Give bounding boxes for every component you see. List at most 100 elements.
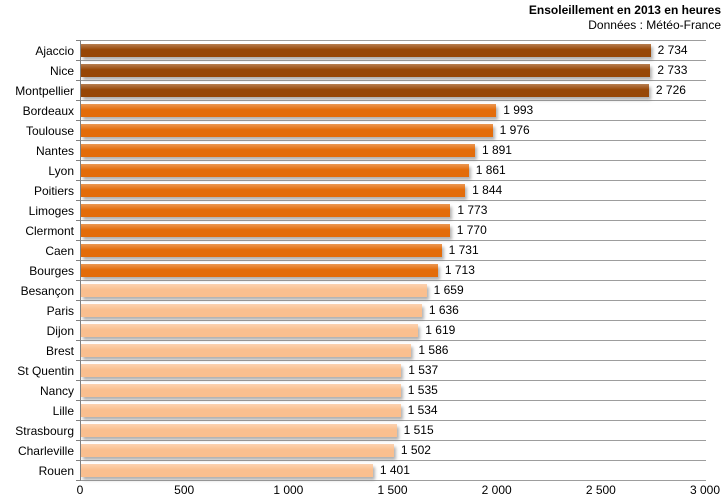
x-tick-label: 1 500: [377, 483, 408, 497]
axis-tick-mark: [76, 240, 80, 241]
category-label: Nice: [49, 64, 74, 78]
value-label: 1 586: [418, 343, 449, 357]
value-label: 1 993: [503, 103, 534, 117]
axis-tick-mark: [76, 440, 80, 441]
value-label: 1 844: [472, 183, 503, 197]
axis-tick-mark: [76, 80, 80, 81]
axis-tick-mark: [76, 360, 80, 361]
value-label: 2 734: [657, 43, 688, 57]
chart-row: 1 713: [76, 261, 706, 281]
x-tick-label: 1 000: [273, 483, 304, 497]
chart-row: 1 659: [76, 281, 706, 301]
bar-nantes: [81, 144, 475, 157]
x-tick-label: 2 000: [481, 483, 512, 497]
category-label: Strasbourg: [15, 424, 74, 438]
value-label: 1 534: [407, 403, 438, 417]
category-label: Rouen: [38, 464, 74, 478]
bar-ajaccio: [81, 44, 651, 57]
value-label: 1 659: [433, 283, 464, 297]
chart-row: 1 891: [76, 141, 706, 161]
x-tick-label: 500: [174, 483, 195, 497]
bar-toulouse: [81, 124, 493, 137]
value-label: 1 636: [428, 303, 459, 317]
value-label: 1 976: [499, 123, 530, 137]
category-label: Montpellier: [15, 84, 74, 98]
chart-row: 1 976: [76, 121, 706, 141]
chart-row: 2 726: [76, 81, 706, 101]
bar-nice: [81, 64, 651, 77]
axis-tick-mark: [76, 300, 80, 301]
bar-strasbourg: [81, 424, 397, 437]
x-tick-label: 2 500: [585, 483, 616, 497]
bar-nancy: [81, 384, 401, 397]
bar-paris: [81, 304, 422, 317]
value-label: 1 502: [400, 443, 431, 457]
category-label: Caen: [45, 244, 74, 258]
chart-row: 1 619: [76, 321, 706, 341]
chart-row: 1 731: [76, 241, 706, 261]
axis-tick-mark: [76, 40, 80, 41]
category-label: Poitiers: [33, 184, 74, 198]
category-label: Limoges: [28, 204, 74, 218]
bar-montpellier: [81, 84, 649, 97]
value-label: 1 515: [403, 423, 434, 437]
bar-bordeaux: [81, 104, 497, 117]
category-label: Brest: [45, 344, 74, 358]
bar-besan-on: [81, 284, 427, 297]
chart-row: 1 636: [76, 301, 706, 321]
axis-tick-mark: [76, 420, 80, 421]
bar-limoges: [81, 204, 451, 217]
chart-row: 1 861: [76, 161, 706, 181]
axis-tick-mark: [76, 400, 80, 401]
chart-row: 1 401: [76, 461, 706, 481]
chart-row: 1 534: [76, 401, 706, 421]
value-label: 1 731: [448, 243, 479, 257]
axis-tick-mark: [76, 180, 80, 181]
value-label: 2 733: [657, 63, 688, 77]
x-tick-label: 0: [76, 483, 84, 497]
chart-row: 2 733: [76, 61, 706, 81]
value-label: 1 537: [408, 363, 439, 377]
value-axis: 0 500 1 000 1 500 2 000 2 500 3 000: [76, 483, 720, 499]
chart-row: 1 773: [76, 201, 706, 221]
value-label: 1 861: [475, 163, 506, 177]
bar-st-quentin: [81, 364, 402, 377]
chart-row: 1 586: [76, 341, 706, 361]
chart-title: Ensoleillement en 2013 en heures: [528, 3, 721, 17]
axis-tick-mark: [76, 160, 80, 161]
value-label: 2 726: [655, 83, 686, 97]
bar-lille: [81, 404, 401, 417]
axis-tick-mark: [76, 60, 80, 61]
chart-row: 1 537: [76, 361, 706, 381]
category-label: Toulouse: [25, 124, 74, 138]
category-label: Besançon: [20, 284, 74, 298]
x-tick-label: 3 000: [689, 483, 721, 497]
bar-rouen: [81, 464, 373, 477]
axis-tick-mark: [76, 260, 80, 261]
axis-tick-mark: [76, 140, 80, 141]
value-label: 1 773: [457, 203, 488, 217]
bar-dijon: [81, 324, 419, 337]
category-label: Paris: [46, 304, 74, 318]
category-label: St Quentin: [17, 364, 74, 378]
plot-area: 2 734 2 733 2 726 1 993 1 976 1 891 1 861 1 844…: [76, 40, 706, 481]
category-label: Bordeaux: [22, 104, 74, 118]
bar-lyon: [81, 164, 469, 177]
chart-row: 2 734: [76, 41, 706, 61]
chart-row: 1 770: [76, 221, 706, 241]
chart-header: Ensoleillement en 2013 en heures Données…: [529, 3, 721, 33]
chart-row: 1 535: [76, 381, 706, 401]
value-label: 1 535: [407, 383, 438, 397]
value-label: 1 891: [481, 143, 512, 157]
value-label: 1 401: [379, 463, 410, 477]
axis-tick-mark: [76, 200, 80, 201]
category-label: Nantes: [35, 144, 74, 158]
category-label: Bourges: [29, 264, 74, 278]
axis-tick-mark: [76, 220, 80, 221]
value-label: 1 770: [456, 223, 487, 237]
axis-tick-mark: [76, 340, 80, 341]
category-label: Lille: [52, 404, 74, 418]
category-label: Lyon: [48, 164, 74, 178]
chart-row: 1 515: [76, 421, 706, 441]
chart-row: 1 844: [76, 181, 706, 201]
